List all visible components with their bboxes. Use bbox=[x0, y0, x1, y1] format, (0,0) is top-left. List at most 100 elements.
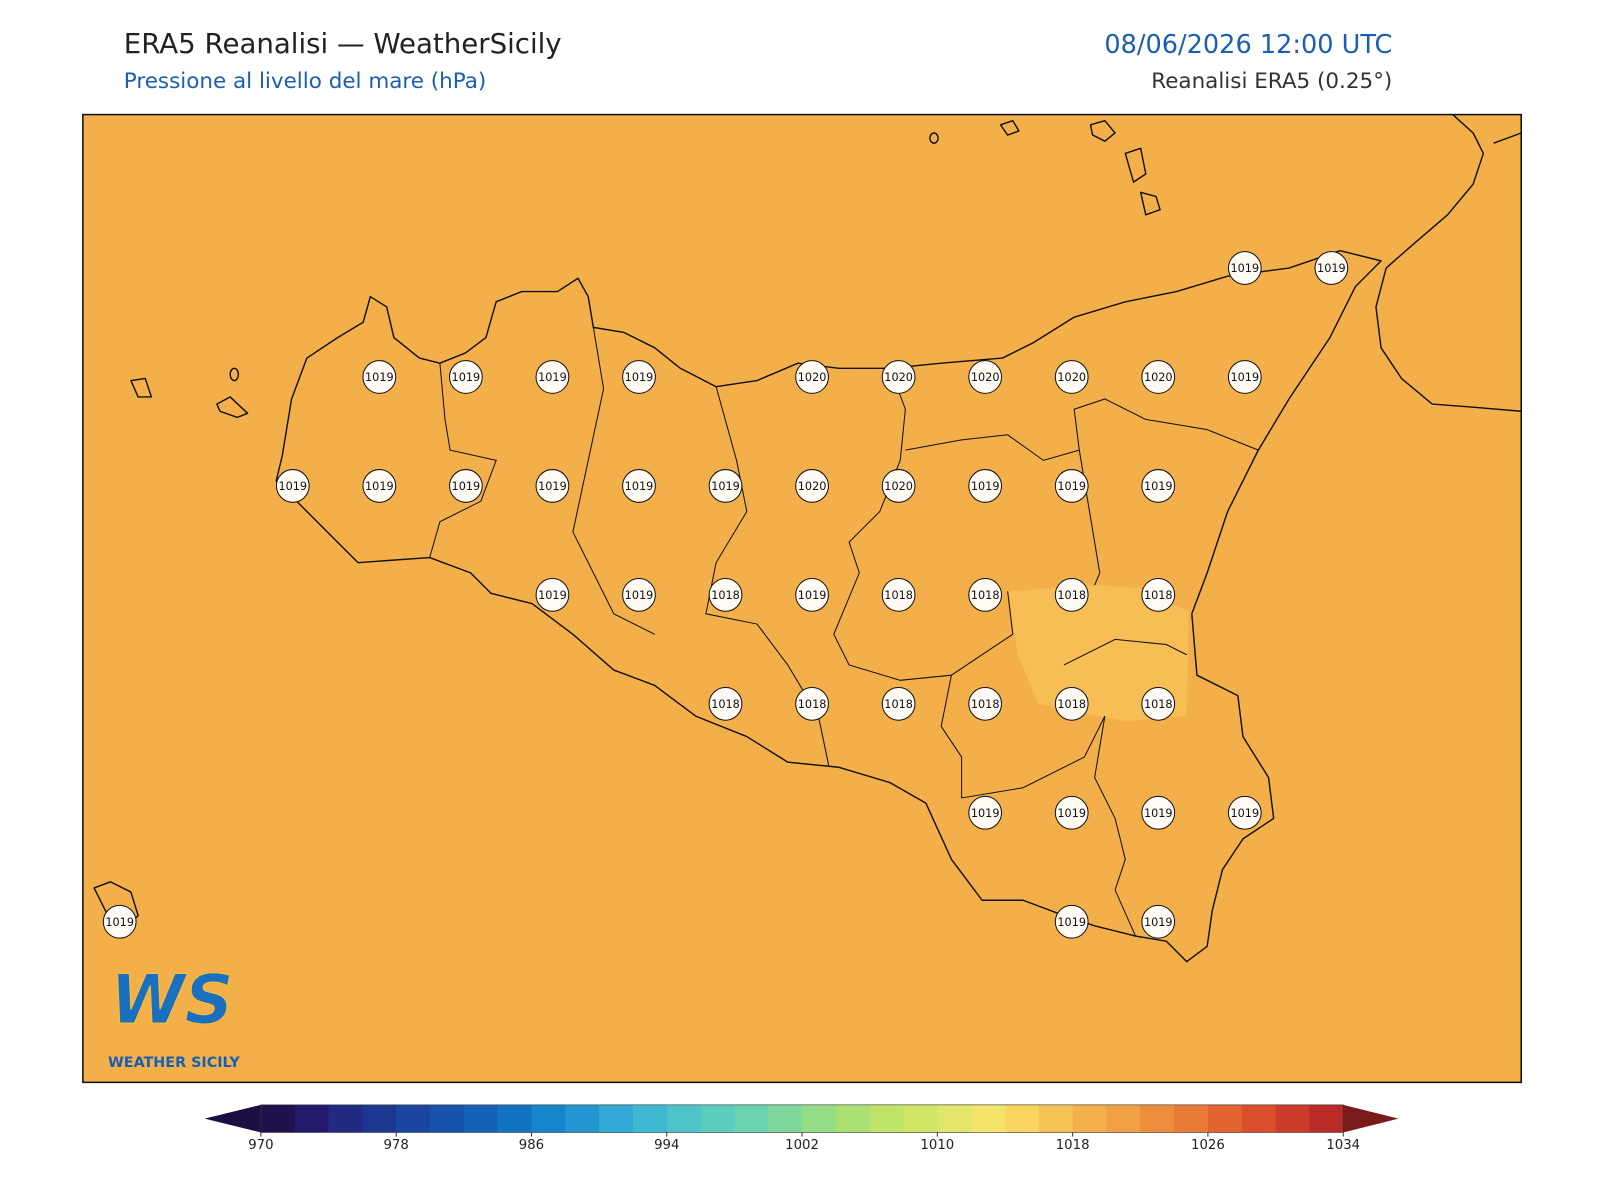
pressure-label: 1019 bbox=[365, 480, 394, 493]
pressure-marker bbox=[362, 469, 397, 503]
colorbar-band bbox=[1038, 1104, 1074, 1133]
pressure-marker bbox=[795, 469, 829, 503]
pressure-labels: 1019 1019 1019 1019 1019 1019 1020 1020 1020 1020… bbox=[102, 251, 1349, 939]
pressure-marker bbox=[1054, 795, 1089, 830]
colorbar-band bbox=[396, 1104, 431, 1133]
pressure-marker bbox=[1141, 360, 1176, 394]
pressure-label: 1018 bbox=[1057, 589, 1086, 602]
pressure-label: 1018 bbox=[971, 589, 1000, 602]
pressure-label: 1020 bbox=[884, 371, 913, 384]
colorbar-band bbox=[531, 1104, 566, 1133]
pressure-marker bbox=[622, 469, 656, 503]
pressure-marker bbox=[708, 469, 743, 503]
colorbar-tick-label: 1010 bbox=[920, 1138, 954, 1153]
pressure-marker bbox=[275, 469, 310, 503]
pressure-label: 1018 bbox=[711, 589, 740, 602]
pressure-label: 1019 bbox=[452, 480, 481, 493]
pressure-marker bbox=[1054, 578, 1089, 612]
pressure-marker bbox=[968, 360, 1003, 394]
colorbar-band bbox=[937, 1104, 972, 1133]
colorbar-under bbox=[204, 1104, 261, 1133]
pressure-label: 1019 bbox=[452, 371, 481, 384]
pressure-label: 1019 bbox=[1057, 807, 1086, 820]
pressure-label: 1019 bbox=[538, 480, 567, 493]
colorbar: 970 978 986 994 1002 1010 1018 1026 1034 bbox=[204, 1104, 1399, 1153]
source: Reanalisi ERA5 (0.25°) bbox=[1151, 69, 1392, 94]
pressure-marker bbox=[1141, 469, 1176, 503]
colorbar-band bbox=[1106, 1104, 1141, 1133]
colorbar-band bbox=[260, 1104, 296, 1133]
colorbar-over bbox=[1343, 1104, 1399, 1133]
colorbar-tick-label: 1034 bbox=[1326, 1138, 1360, 1153]
pressure-label: 1019 bbox=[1057, 480, 1086, 493]
colorbar-band bbox=[700, 1104, 735, 1133]
colorbar-tick-label: 994 bbox=[654, 1138, 679, 1153]
pressure-marker bbox=[795, 578, 829, 612]
pressure-label: 1018 bbox=[884, 589, 913, 602]
pressure-marker bbox=[968, 469, 1003, 503]
pressure-marker bbox=[795, 686, 829, 721]
colorbar-band bbox=[903, 1104, 938, 1133]
subtitle: Pressione al livello del mare (hPa) bbox=[124, 69, 487, 94]
pressure-marker bbox=[1054, 360, 1089, 394]
pressure-label: 1020 bbox=[798, 480, 827, 493]
pressure-label: 1019 bbox=[1057, 916, 1086, 929]
colorbar-band bbox=[666, 1104, 702, 1133]
colorbar-band bbox=[734, 1104, 769, 1133]
colorbar-tick-label: 978 bbox=[383, 1138, 408, 1153]
pressure-marker bbox=[708, 578, 743, 612]
pressure-marker bbox=[968, 578, 1003, 612]
colorbar-band bbox=[497, 1104, 532, 1133]
pressure-label: 1020 bbox=[971, 371, 1000, 384]
colorbar-band bbox=[768, 1104, 803, 1133]
pressure-marker bbox=[968, 795, 1003, 830]
colorbar-band bbox=[294, 1104, 330, 1133]
pressure-label: 1019 bbox=[1144, 916, 1173, 929]
colorbar-tick-label: 1026 bbox=[1191, 1138, 1225, 1153]
pressure-label: 1018 bbox=[884, 698, 913, 711]
pressure-label: 1018 bbox=[798, 698, 827, 711]
pressure-label: 1020 bbox=[1144, 371, 1173, 384]
colorbar-tick-label: 986 bbox=[519, 1138, 544, 1153]
colorbar-band bbox=[1309, 1104, 1344, 1133]
pressure-label: 1019 bbox=[1230, 807, 1259, 820]
pressure-label: 1019 bbox=[538, 371, 567, 384]
pressure-label: 1019 bbox=[971, 480, 1000, 493]
pressure-label: 1019 bbox=[971, 807, 1000, 820]
pressure-label: 1019 bbox=[1317, 262, 1346, 275]
islands bbox=[93, 120, 1161, 927]
pressure-label: 1020 bbox=[1057, 371, 1086, 384]
pressure-marker bbox=[1141, 904, 1176, 939]
pressure-label: 1019 bbox=[1144, 480, 1173, 493]
pressure-label: 1018 bbox=[1144, 698, 1173, 711]
pressure-marker bbox=[1227, 251, 1262, 285]
pressure-label: 1019 bbox=[1230, 371, 1259, 384]
pressure-label: 1019 bbox=[798, 589, 827, 602]
pressure-marker bbox=[1227, 795, 1262, 830]
pressure-label: 1019 bbox=[105, 916, 134, 929]
colorbar-band bbox=[869, 1104, 905, 1133]
pressure-marker bbox=[881, 469, 916, 503]
pressure-marker bbox=[1141, 578, 1176, 612]
pressure-marker bbox=[535, 469, 570, 503]
colorbar-band bbox=[463, 1104, 499, 1133]
pressure-marker bbox=[449, 469, 483, 503]
pressure-label: 1019 bbox=[278, 480, 307, 493]
pressure-patch bbox=[1007, 585, 1189, 722]
colorbar-band bbox=[1004, 1104, 1040, 1133]
colorbar-tick-label: 1002 bbox=[785, 1138, 819, 1153]
pressure-label: 1019 bbox=[1144, 807, 1173, 820]
colorbar-band bbox=[1072, 1104, 1107, 1133]
datetime: 08/06/2026 12:00 UTC bbox=[1104, 30, 1392, 60]
colorbar-band bbox=[1241, 1104, 1277, 1133]
pressure-marker bbox=[881, 686, 916, 721]
pressure-label: 1018 bbox=[1144, 589, 1173, 602]
pressure-marker bbox=[795, 360, 829, 394]
colorbar-band bbox=[1275, 1104, 1310, 1133]
logo-name: WEATHER SICILY bbox=[108, 1055, 240, 1071]
pressure-label: 1019 bbox=[538, 589, 567, 602]
pressure-label: 1020 bbox=[798, 371, 827, 384]
pressure-marker bbox=[708, 686, 743, 721]
